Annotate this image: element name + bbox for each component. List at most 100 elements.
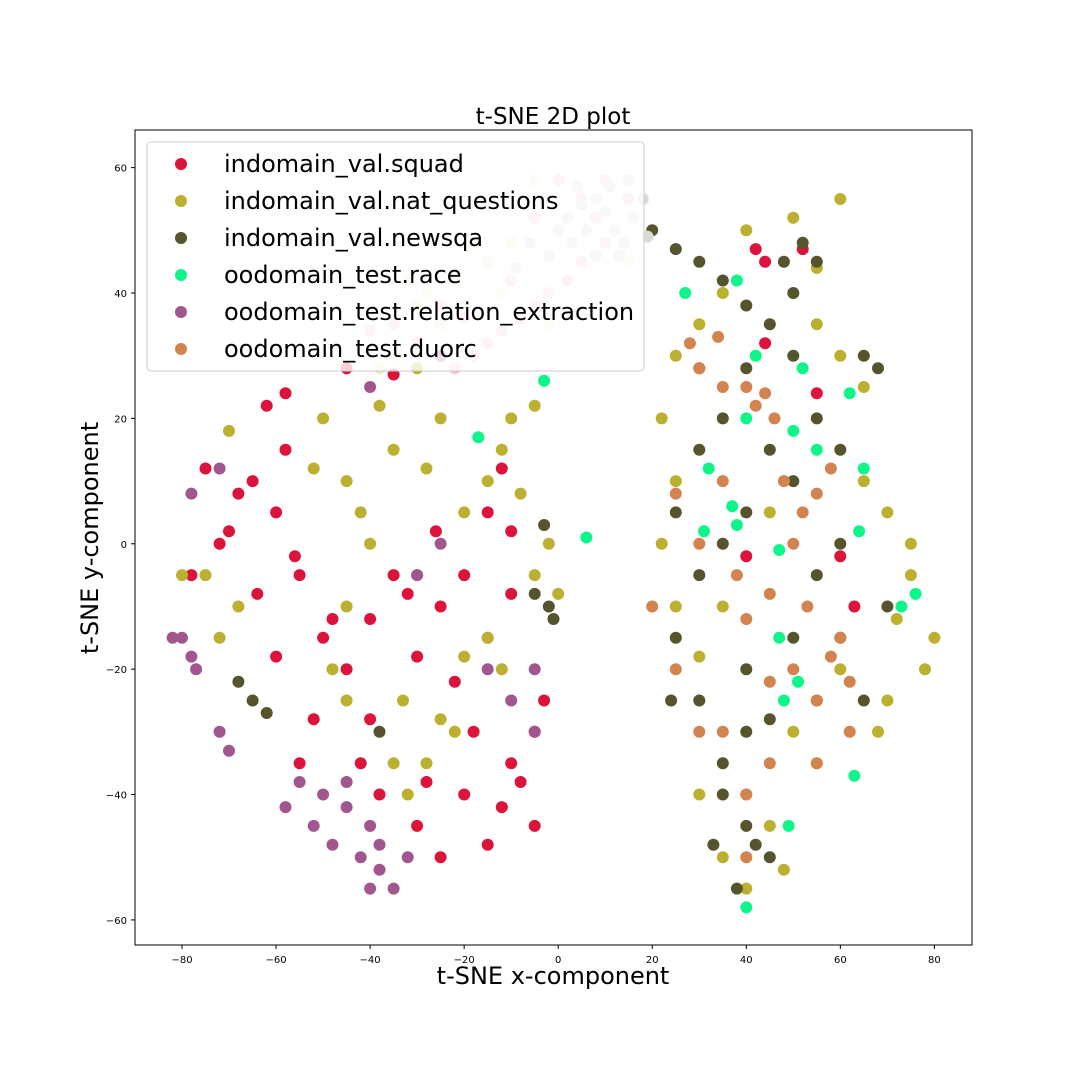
legend: indomain_val.squad indomain_val.nat_quest… bbox=[146, 141, 645, 372]
data-point bbox=[801, 600, 814, 613]
data-point bbox=[759, 255, 772, 268]
data-point bbox=[505, 525, 518, 538]
data-point bbox=[730, 519, 743, 531]
data-point bbox=[387, 443, 400, 456]
data-point bbox=[693, 694, 706, 707]
data-point bbox=[552, 587, 565, 600]
data-point bbox=[185, 487, 198, 500]
data-point bbox=[895, 600, 908, 613]
data-point bbox=[824, 462, 837, 475]
data-point bbox=[246, 694, 259, 707]
data-point bbox=[834, 550, 847, 563]
data-point bbox=[707, 838, 720, 851]
data-point bbox=[669, 243, 682, 256]
data-point bbox=[834, 349, 847, 362]
data-point bbox=[373, 838, 386, 851]
data-point bbox=[857, 381, 870, 393]
data-point bbox=[716, 274, 729, 287]
data-point bbox=[213, 725, 226, 738]
legend-marker bbox=[175, 232, 187, 244]
data-point bbox=[810, 443, 823, 456]
data-point bbox=[495, 443, 508, 456]
data-point bbox=[495, 663, 508, 676]
y-tick-label: 0 bbox=[121, 540, 127, 551]
data-point bbox=[364, 819, 377, 832]
data-point bbox=[693, 362, 706, 375]
data-point bbox=[777, 255, 790, 268]
data-point bbox=[763, 713, 776, 726]
chart-title: t-SNE 2D plot bbox=[476, 104, 631, 130]
data-point bbox=[749, 838, 762, 851]
data-point bbox=[740, 299, 753, 312]
x-tick-label: 80 bbox=[928, 955, 941, 966]
data-point bbox=[834, 443, 847, 456]
data-point bbox=[528, 819, 541, 832]
data-point bbox=[740, 506, 753, 519]
data-point bbox=[740, 381, 753, 393]
data-point bbox=[232, 600, 245, 613]
data-point bbox=[542, 600, 555, 613]
legend-label: oodomain_test.race bbox=[224, 261, 462, 289]
data-point bbox=[881, 506, 894, 519]
data-point bbox=[693, 255, 706, 268]
data-point bbox=[834, 193, 847, 205]
x-tick-label: −60 bbox=[266, 955, 287, 966]
data-point bbox=[712, 330, 725, 343]
data-point bbox=[848, 769, 861, 782]
data-point bbox=[340, 694, 353, 707]
data-point bbox=[307, 819, 320, 832]
data-point bbox=[857, 475, 870, 488]
data-point bbox=[740, 901, 753, 914]
data-point bbox=[740, 663, 753, 676]
data-point bbox=[693, 569, 706, 582]
data-point bbox=[411, 650, 424, 663]
data-point bbox=[401, 788, 414, 801]
data-point bbox=[373, 725, 386, 738]
data-point bbox=[810, 757, 823, 770]
data-point bbox=[580, 531, 593, 544]
legend-label: indomain_val.newsqa bbox=[224, 224, 483, 252]
data-point bbox=[340, 663, 353, 676]
data-point bbox=[857, 694, 870, 707]
data-point bbox=[740, 819, 753, 832]
data-point bbox=[881, 600, 894, 613]
data-point bbox=[740, 725, 753, 738]
legend-label: oodomain_test.duorc bbox=[224, 335, 477, 363]
x-tick-label: 60 bbox=[834, 955, 847, 966]
data-point bbox=[777, 475, 790, 488]
data-point bbox=[467, 725, 480, 738]
data-point bbox=[481, 838, 494, 851]
data-point bbox=[401, 851, 414, 864]
data-point bbox=[288, 550, 301, 563]
data-point bbox=[716, 757, 729, 770]
data-point bbox=[354, 757, 367, 770]
legend-marker bbox=[175, 158, 187, 170]
series-2 bbox=[232, 224, 894, 895]
data-point bbox=[528, 663, 541, 676]
data-point bbox=[693, 537, 706, 550]
data-point bbox=[759, 387, 772, 400]
data-point bbox=[429, 525, 442, 538]
data-point bbox=[340, 776, 353, 788]
data-point bbox=[716, 537, 729, 550]
data-point bbox=[213, 631, 226, 644]
legend-label: indomain_val.squad bbox=[224, 150, 464, 178]
data-point bbox=[857, 349, 870, 362]
data-point bbox=[740, 362, 753, 375]
data-point bbox=[495, 801, 508, 814]
data-point bbox=[693, 443, 706, 456]
data-point bbox=[810, 255, 823, 268]
data-point bbox=[872, 725, 884, 738]
data-point bbox=[279, 443, 292, 456]
data-point bbox=[364, 537, 377, 550]
data-point bbox=[693, 650, 706, 663]
data-point bbox=[364, 381, 377, 393]
data-point bbox=[872, 362, 884, 375]
legend-box bbox=[146, 141, 645, 372]
data-point bbox=[326, 838, 339, 851]
data-point bbox=[777, 863, 790, 876]
data-point bbox=[763, 587, 776, 600]
x-tick-label: −80 bbox=[171, 955, 192, 966]
data-point bbox=[481, 663, 494, 676]
